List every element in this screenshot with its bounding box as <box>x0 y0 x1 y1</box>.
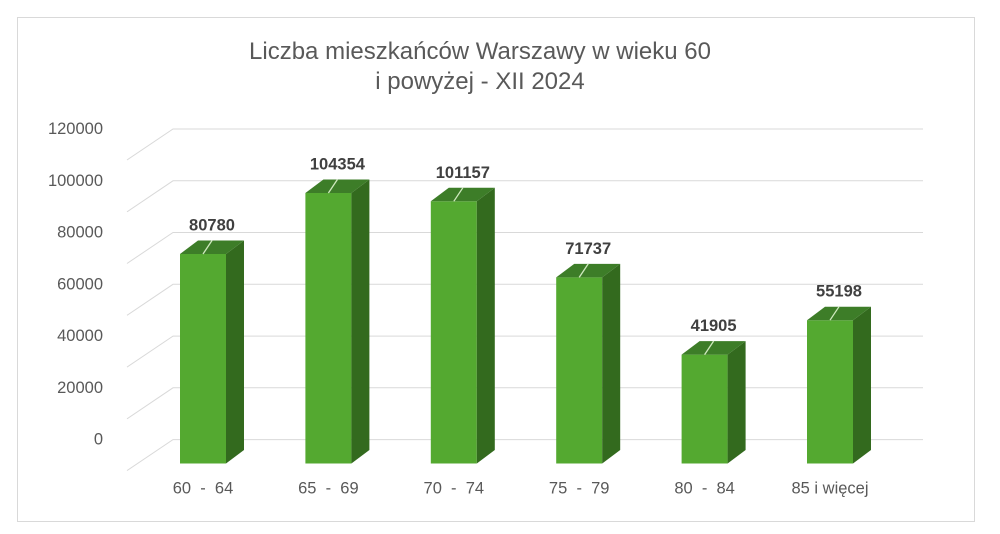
svg-text:75 - 79: 75 - 79 <box>549 480 610 498</box>
svg-text:80 - 84: 80 - 84 <box>674 480 735 498</box>
svg-text:85 i więcej: 85 i więcej <box>791 480 868 498</box>
svg-text:41905: 41905 <box>691 317 737 335</box>
svg-text:20000: 20000 <box>57 379 103 397</box>
svg-text:70 - 74: 70 - 74 <box>424 480 485 498</box>
svg-text:80000: 80000 <box>57 224 103 242</box>
svg-text:60000: 60000 <box>57 275 103 293</box>
svg-text:40000: 40000 <box>57 327 103 345</box>
svg-text:120000: 120000 <box>48 120 103 138</box>
svg-text:104354: 104354 <box>310 156 366 174</box>
svg-text:80780: 80780 <box>189 217 235 235</box>
svg-text:101157: 101157 <box>436 164 490 182</box>
svg-text:55198: 55198 <box>816 283 862 301</box>
svg-text:100000: 100000 <box>48 172 103 190</box>
svg-text:65 - 69: 65 - 69 <box>298 480 359 498</box>
svg-text:71737: 71737 <box>565 240 611 258</box>
svg-text:0: 0 <box>94 431 103 449</box>
svg-text:60 - 64: 60 - 64 <box>173 480 234 498</box>
